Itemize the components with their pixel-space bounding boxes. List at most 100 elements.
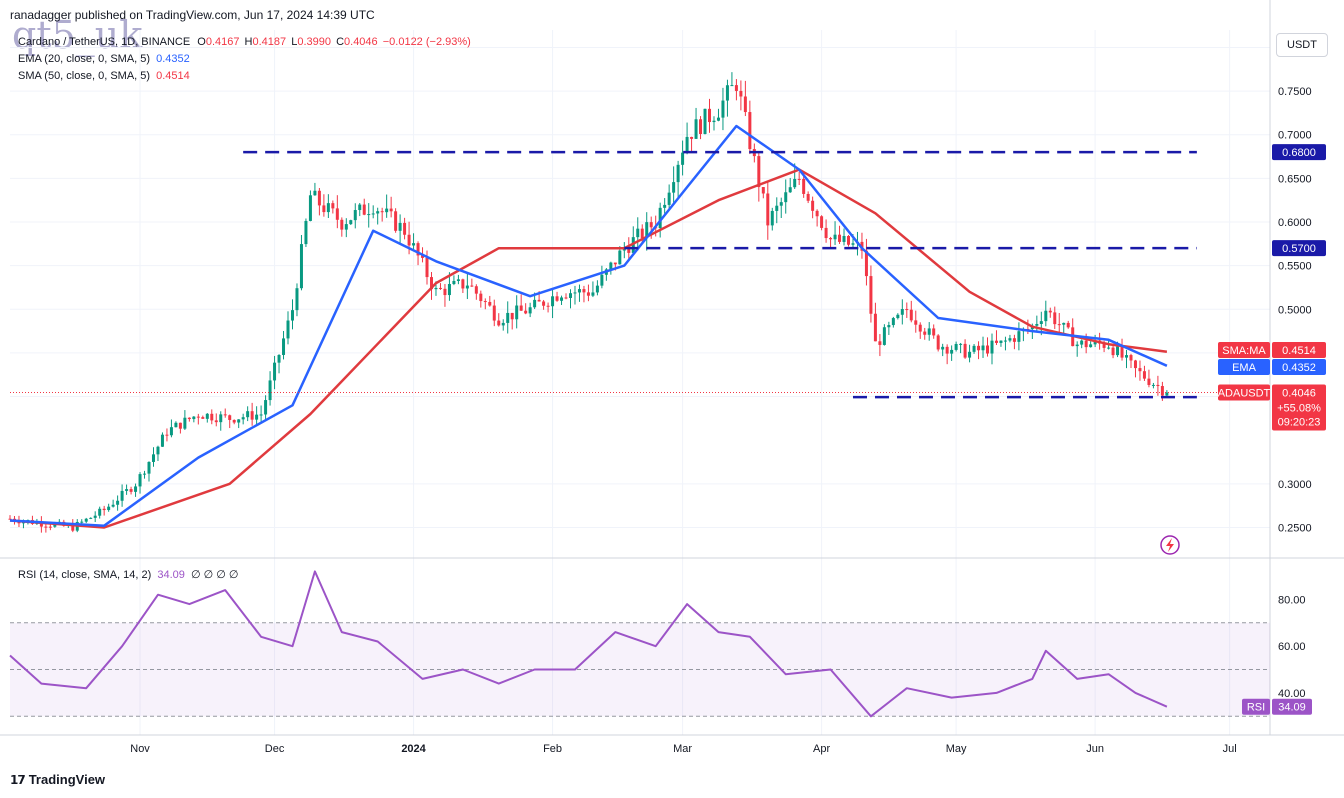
candle-body [568, 293, 572, 298]
candle-body [815, 210, 819, 217]
candle-body [389, 208, 393, 212]
candle-body [232, 419, 236, 423]
candle-body [515, 305, 519, 320]
symbol-name[interactable]: Cardano / TetherUS, 1D, BINANCE [18, 36, 191, 48]
currency-button[interactable]: USDT [1276, 33, 1328, 57]
candle-body [595, 285, 599, 293]
candle-body [362, 204, 366, 215]
rsi-tag-value: 34.09 [1278, 702, 1306, 714]
candle-body [429, 277, 433, 290]
candle-body [425, 257, 429, 278]
candle-body [214, 420, 218, 423]
candle-body [577, 289, 581, 293]
price-tag-label-bg [1218, 342, 1270, 358]
price-tag-value: 0.4352 [1282, 362, 1316, 374]
candle-body [842, 235, 846, 242]
candle-body [645, 222, 649, 239]
candle-body [972, 345, 976, 352]
ohlc-o-label: O [197, 36, 206, 48]
candle-body [909, 309, 913, 321]
candle-body [1080, 340, 1084, 345]
candle-body [273, 362, 277, 381]
candle-body [201, 417, 205, 419]
candle-body [434, 287, 438, 290]
candle-body [941, 346, 945, 350]
candle-body [250, 411, 254, 420]
candle-body [936, 335, 940, 350]
candle-body [609, 262, 613, 270]
candle-body [811, 200, 815, 211]
candle-body [600, 274, 604, 286]
ohlc-l-label: L [291, 36, 298, 48]
candle-body [1160, 386, 1164, 396]
candle-body [757, 156, 761, 188]
price-tag-extra: +55.08% [1277, 403, 1321, 415]
price-tag: ADAUSDT 0.4046 +55.08% 09:20:23 [1218, 384, 1326, 431]
candle-body [703, 108, 707, 134]
candle-body [981, 345, 985, 351]
rsi-tag-label: RSI [1247, 702, 1265, 714]
price-change: −0.0122 (−2.93%) [382, 36, 471, 48]
tradingview-logo[interactable]: 𝟭𝟳 TradingView [10, 772, 105, 787]
price-tick-label: 0.7500 [1278, 86, 1312, 98]
candle-body [640, 228, 644, 239]
price-tag-value-bg [1272, 359, 1326, 375]
candle-body [8, 518, 12, 520]
candle-body [286, 320, 290, 339]
candle-body [793, 178, 797, 188]
candle-body [806, 193, 810, 201]
candle-body [447, 284, 451, 296]
candle-body [694, 119, 698, 139]
ohlc-low: 0.3990 [297, 36, 331, 48]
candle-body [923, 331, 927, 335]
candle-body [613, 262, 617, 265]
price-tag-value: 0.4514 [1282, 345, 1316, 357]
ema-legend-label: EMA (20, close, 0, SMA, 5) [18, 53, 151, 65]
sma-50-line [9, 168, 1168, 529]
candle-body [734, 85, 738, 91]
price-tick-label: 0.5500 [1278, 261, 1312, 273]
sma-legend[interactable]: SMA (50, close, 0, SMA, 5) 0.4514 [18, 70, 190, 82]
candle-body [335, 208, 339, 220]
candle-body [1057, 324, 1061, 326]
candle-body [1066, 322, 1070, 328]
candle-body [1012, 338, 1016, 342]
candle-body [1075, 344, 1079, 347]
candle-body [237, 419, 241, 423]
candle-body [968, 351, 972, 358]
candle-body [667, 192, 671, 205]
candle-body [1003, 340, 1007, 342]
candle-body [53, 523, 57, 527]
candle-body [39, 521, 43, 527]
candle-body [690, 136, 694, 139]
level-tag: 0.5700 [1272, 240, 1326, 257]
candle-body [44, 526, 48, 528]
level-tag-bg [1272, 240, 1326, 257]
candle-body [847, 235, 851, 245]
candle-body [474, 286, 478, 294]
candle-body [663, 204, 667, 208]
candle-body [802, 178, 806, 194]
ema-legend[interactable]: EMA (20, close, 0, SMA, 5) 0.4352 [18, 53, 190, 65]
candle-body [672, 182, 676, 193]
candle-body [1053, 312, 1057, 325]
candle-body [138, 474, 142, 487]
price-tag-label: ADAUSDT [1218, 388, 1271, 400]
candle-body [151, 454, 155, 462]
candle-body [290, 310, 294, 321]
candle-body [98, 508, 102, 516]
candle-body [730, 85, 734, 87]
rsi-legend[interactable]: RSI (14, close, SMA, 14, 2) 34.09 ∅ ∅ ∅ … [18, 568, 238, 581]
candle-body [349, 220, 353, 225]
rsi-tick-label: 60.00 [1278, 641, 1306, 653]
candle-body [963, 343, 967, 358]
candle-body [196, 416, 200, 418]
candle-body [999, 340, 1003, 343]
candle-body [1156, 384, 1160, 387]
candle-body [748, 112, 752, 150]
ohlc-open: 0.4167 [205, 36, 240, 48]
candle-body [501, 322, 505, 326]
candle-body [111, 504, 115, 507]
candle-body [524, 310, 528, 314]
